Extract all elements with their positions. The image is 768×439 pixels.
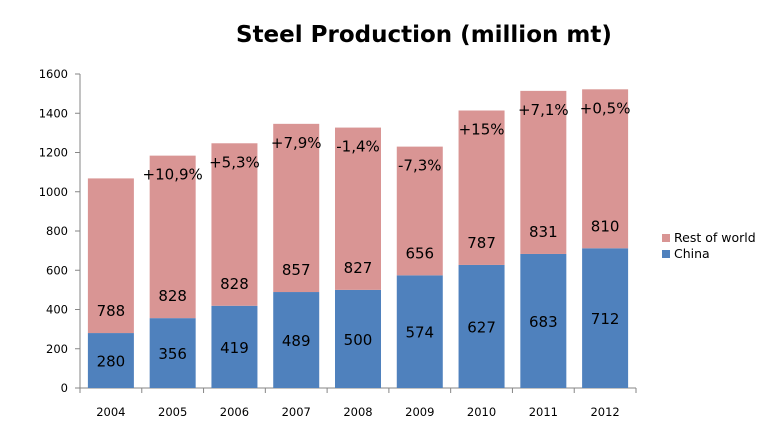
bar-rest-of-world bbox=[458, 110, 505, 265]
y-tick-label: 800 bbox=[46, 224, 68, 238]
growth-annotation: +5,3% bbox=[209, 153, 260, 171]
legend-label-rest-of-world: Rest of world bbox=[674, 230, 756, 245]
x-tick-label: 2012 bbox=[590, 405, 619, 419]
data-label-rest-of-world: 831 bbox=[529, 223, 558, 241]
bar-rest-of-world bbox=[335, 127, 381, 290]
bars bbox=[87, 89, 629, 388]
y-tick-label: 1000 bbox=[39, 185, 68, 199]
legend-label-china: China bbox=[674, 246, 710, 261]
growth-annotation: -7,3% bbox=[398, 157, 442, 175]
bar-rest-of-world bbox=[273, 123, 320, 293]
growth-annotation: +10,9% bbox=[143, 166, 203, 184]
y-tick-label: 1200 bbox=[39, 146, 68, 160]
bar-rest-of-world bbox=[149, 155, 196, 319]
y-tick-label: 1600 bbox=[39, 67, 68, 81]
x-tick-label: 2006 bbox=[220, 405, 249, 419]
bar-china bbox=[520, 253, 567, 388]
growth-annotation: +0,5% bbox=[580, 99, 631, 117]
data-label-china: 574 bbox=[405, 324, 434, 342]
y-tick-label: 400 bbox=[46, 303, 68, 317]
legend-swatch-china bbox=[662, 250, 670, 258]
data-label-china: 280 bbox=[97, 353, 126, 371]
data-label-rest-of-world: 827 bbox=[344, 259, 373, 277]
data-label-china: 627 bbox=[467, 318, 496, 336]
bar-china bbox=[273, 292, 320, 388]
bar-china bbox=[335, 289, 381, 388]
bar-rest-of-world bbox=[582, 89, 629, 249]
data-labels: 280 788 356 828 +10,9% 419 828 +5,3% 489 857 +7,9%… bbox=[97, 99, 631, 370]
data-label-rest-of-world: 857 bbox=[282, 261, 311, 279]
data-label-china: 683 bbox=[529, 313, 558, 331]
data-label-china: 419 bbox=[220, 339, 249, 357]
data-label-china: 356 bbox=[158, 345, 187, 363]
bar-china bbox=[149, 318, 196, 388]
x-tick-label: 2005 bbox=[158, 405, 187, 419]
bar-china bbox=[396, 275, 443, 388]
x-tick-label: 2010 bbox=[467, 405, 496, 419]
x-tick-label: 2007 bbox=[282, 405, 311, 419]
data-label-rest-of-world: 828 bbox=[220, 275, 249, 293]
x-tick-label: 2008 bbox=[343, 405, 372, 419]
data-label-rest-of-world: 828 bbox=[158, 287, 187, 305]
x-tick-label: 2011 bbox=[529, 405, 558, 419]
data-label-rest-of-world: 810 bbox=[591, 217, 620, 235]
y-tick-label: 200 bbox=[46, 342, 68, 356]
bar-china bbox=[582, 248, 629, 388]
data-label-rest-of-world: 787 bbox=[467, 234, 496, 252]
bar-rest-of-world bbox=[520, 90, 567, 254]
growth-annotation: +7,1% bbox=[518, 101, 569, 119]
y-tick-label: 0 bbox=[61, 381, 68, 395]
growth-annotation: +7,9% bbox=[271, 134, 322, 152]
bar-china bbox=[211, 305, 258, 388]
data-label-china: 489 bbox=[282, 332, 311, 350]
bar-china bbox=[458, 264, 505, 388]
bar-rest-of-world bbox=[87, 178, 134, 334]
chart-title: Steel Production (million mt) bbox=[236, 22, 612, 48]
x-axis: 2004 2005 2006 2007 2008 2009 2010 2011 2012 bbox=[79, 387, 637, 419]
data-label-china: 500 bbox=[344, 331, 373, 349]
legend-swatch-rest-of-world bbox=[662, 234, 670, 242]
y-axis: 0 200 400 600 800 1000 1200 1400 1600 bbox=[39, 67, 81, 395]
x-tick-label: 2004 bbox=[96, 405, 125, 419]
growth-annotation: -1,4% bbox=[336, 138, 380, 156]
y-tick-label: 600 bbox=[46, 263, 68, 277]
y-tick-label: 1400 bbox=[39, 106, 68, 120]
bar-rest-of-world bbox=[211, 143, 258, 306]
x-tick-label: 2009 bbox=[405, 405, 434, 419]
bar-china bbox=[87, 333, 134, 388]
data-label-china: 712 bbox=[591, 310, 620, 328]
bar-rest-of-world bbox=[396, 146, 443, 276]
data-label-rest-of-world: 788 bbox=[97, 302, 126, 320]
growth-annotation: +15% bbox=[459, 121, 505, 139]
data-label-rest-of-world: 656 bbox=[405, 244, 434, 262]
